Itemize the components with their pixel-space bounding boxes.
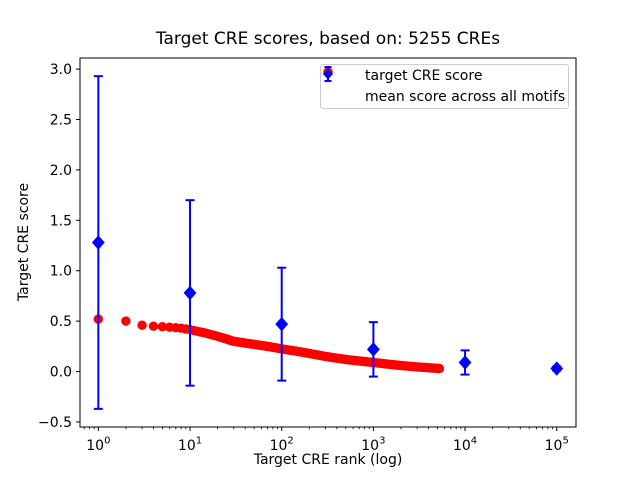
- red-data-point: [121, 316, 131, 326]
- y-tick-label: 3.0: [50, 62, 72, 78]
- x-tick-label: 100: [86, 436, 110, 455]
- x-tick-label: 105: [545, 436, 569, 455]
- y-tick-label: 2.5: [50, 113, 72, 129]
- legend-label-mean-score: mean score across all motifs: [365, 89, 566, 105]
- plot-frame: [79, 57, 577, 428]
- y-tick-label: 0.5: [50, 314, 72, 330]
- blue-diamond-point: [550, 361, 564, 376]
- red-data-point: [137, 320, 147, 330]
- y-tick-label: 2.0: [50, 163, 72, 179]
- x-tick-label: 104: [453, 436, 477, 455]
- y-axis-ticks: 3.0 2.5 2.0 1.5 1.0 0.5 0.0 −0.5: [38, 62, 80, 431]
- y-tick-label: −0.5: [38, 415, 72, 431]
- legend: target CRE score mean score across all m…: [320, 64, 569, 109]
- blue-diamond-point: [183, 285, 197, 301]
- legend-label-target-cre-score: target CRE score: [365, 68, 483, 84]
- y-tick-label: 0.0: [50, 365, 72, 381]
- red-data-point: [148, 321, 159, 331]
- legend-item-mean-score: mean score across all motifs: [321, 66, 568, 107]
- x-axis-ticks: 100 101 102 103 104 105: [86, 427, 569, 454]
- red-data-point: [434, 363, 445, 374]
- blue-diamond-point: [366, 342, 380, 357]
- x-tick-label: 102: [270, 436, 294, 455]
- blue-series: [91, 75, 564, 410]
- y-tick-label: 1.5: [50, 213, 72, 229]
- x-axis-label: Target CRE rank (log): [253, 452, 403, 468]
- x-axis-minor-ticks: [83, 427, 553, 430]
- chart-title: Target CRE scores, based on: 5255 CREs: [155, 29, 501, 49]
- x-tick-label: 103: [361, 436, 385, 455]
- legend-item-target-cre-score: target CRE score: [321, 66, 568, 86]
- y-tick-label: 1.0: [50, 264, 72, 280]
- blue-diamond-point: [458, 355, 472, 370]
- red-data-point: [157, 322, 168, 332]
- red-series: [93, 314, 445, 374]
- blue-diamond-point: [91, 235, 105, 250]
- x-tick-label: 101: [178, 436, 202, 455]
- blue-diamond-point: [275, 316, 289, 332]
